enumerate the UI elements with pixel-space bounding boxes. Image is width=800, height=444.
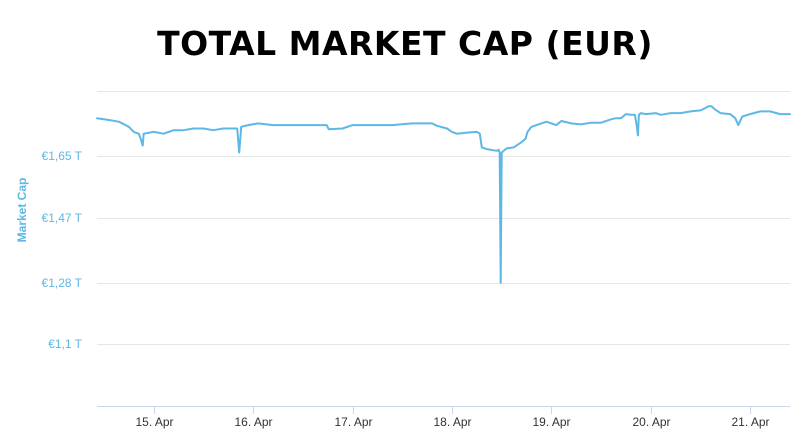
x-tick-label: 21. Apr [731, 415, 769, 429]
x-tick-label: 20. Apr [632, 415, 670, 429]
y-tick-label: €1,47 T [42, 211, 83, 225]
chart-title: TOTAL MARKET CAP (EUR) [157, 24, 653, 63]
x-tick-label: 17. Apr [334, 415, 372, 429]
y-tick-label: €1,1 T [48, 337, 82, 351]
market-cap-line [96, 105, 791, 284]
x-axis-ticks: 15. Apr 16. Apr 17. Apr 18. Apr 19. Apr 20. A… [135, 406, 770, 429]
y-tick-label: €1,28 T [42, 276, 83, 290]
y-axis-title: Market Cap [15, 178, 29, 243]
x-tick-label: 15. Apr [135, 415, 173, 429]
y-tick-label: €1,65 T [42, 149, 83, 163]
x-tick-label: 19. Apr [532, 415, 570, 429]
x-tick-label: 18. Apr [433, 415, 471, 429]
x-tick-label: 16. Apr [234, 415, 272, 429]
gridlines [97, 91, 790, 345]
series-layer [96, 105, 791, 284]
y-axis-ticks: €1,1 T €1,28 T €1,47 T €1,65 T [42, 149, 83, 351]
